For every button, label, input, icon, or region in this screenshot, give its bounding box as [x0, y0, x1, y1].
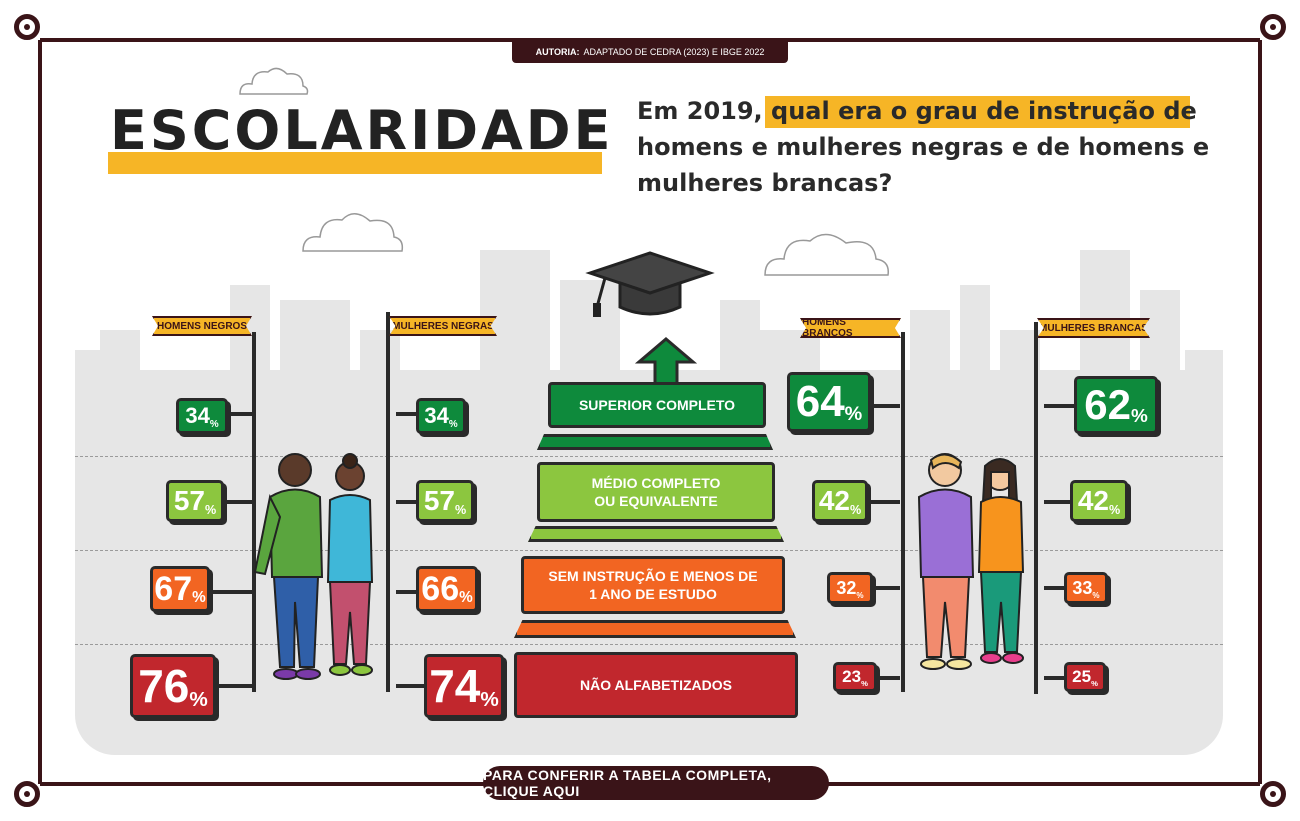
value-bubble: 64% — [787, 372, 871, 432]
value-bubble: 42% — [812, 480, 868, 522]
source-credit: AUTORIA: ADAPTADO DE CEDRA (2023) E IBGE … — [512, 41, 788, 63]
graduation-cap-icon — [585, 251, 715, 317]
value-bubble: 25% — [1064, 662, 1106, 692]
value-bubble: 34% — [416, 398, 466, 434]
frame-right — [1258, 40, 1262, 784]
page-title: ESCOLARIDADE — [110, 99, 614, 162]
value-bubble: 34% — [176, 398, 228, 434]
pole-homens-brancos — [901, 332, 905, 692]
tier-sem-instrucao: SEM INSTRUÇÃO E MENOS DE 1 ANO DE ESTUDO — [521, 556, 785, 614]
pole-mulheres-negras — [386, 312, 390, 692]
frame-corner-bottom-right — [1260, 781, 1286, 807]
question-highlight-bar — [765, 96, 1190, 128]
pole-mulheres-brancas — [1034, 322, 1038, 694]
value-bubble: 32% — [827, 572, 873, 604]
frame-corner-top-left — [14, 14, 40, 40]
tier-base-superior — [537, 434, 773, 450]
value-bubble: 42% — [1070, 480, 1128, 522]
value-bubble: 33% — [1064, 572, 1108, 604]
value-bubble: 67% — [150, 566, 210, 612]
group-label-homens-negros: HOMENS NEGROS — [152, 316, 252, 336]
tier-base-medio — [528, 526, 784, 542]
value-bubble: 62% — [1074, 376, 1158, 434]
frame-top — [40, 38, 1260, 42]
value-bubble: 66% — [416, 566, 478, 612]
tier-nao-alfabetizados: NÃO ALFABETIZADOS — [514, 652, 798, 718]
cloud-icon — [239, 67, 309, 95]
cta-button[interactable]: PARA CONFERIR A TABELA COMPLETA, CLIQUE … — [483, 766, 829, 800]
people-illustration-negros — [253, 453, 374, 680]
row-divider — [75, 644, 1223, 645]
question-text: Em 2019, qual era o grau de instrução de… — [637, 97, 1210, 197]
row-divider — [75, 456, 1223, 457]
group-label-mulheres-brancas: MULHERES BRANCAS — [1037, 318, 1150, 338]
arrow-up-icon — [635, 337, 697, 386]
group-label-mulheres-negras: MULHERES NEGRAS — [389, 316, 497, 336]
title-highlight-bar — [108, 152, 602, 174]
pole-homens-negros — [252, 332, 256, 692]
group-label-homens-brancos: HOMENS BRANCOS — [800, 318, 901, 338]
tier-medio-completo: MÉDIO COMPLETO OU EQUIVALENTE — [537, 462, 775, 522]
value-bubble: 23% — [833, 662, 877, 692]
cloud-icon — [764, 233, 889, 276]
tier-base-sem-instrucao — [514, 620, 796, 638]
value-bubble: 76% — [130, 654, 216, 718]
tier-superior-completo: SUPERIOR COMPLETO — [548, 382, 766, 428]
value-bubble: 57% — [416, 480, 474, 522]
value-bubble: 57% — [166, 480, 224, 522]
frame-left — [38, 40, 42, 784]
row-divider — [75, 550, 1223, 551]
frame-corner-top-right — [1260, 14, 1286, 40]
people-illustration-brancos — [917, 453, 1025, 670]
value-bubble: 74% — [424, 654, 504, 718]
cloud-icon — [302, 213, 404, 252]
frame-corner-bottom-left — [14, 781, 40, 807]
